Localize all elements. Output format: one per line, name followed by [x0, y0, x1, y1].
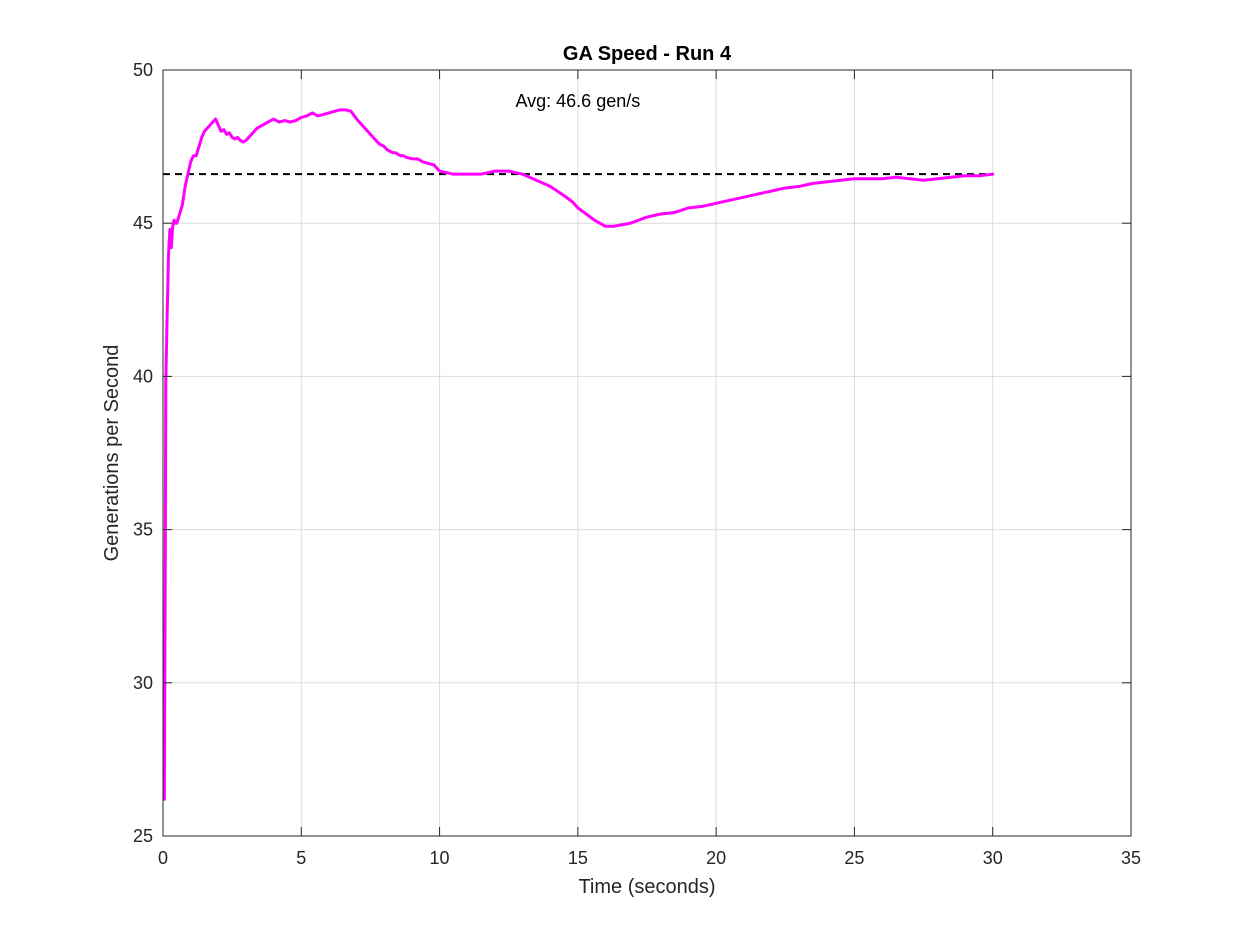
y-tick-label: 50 [133, 60, 153, 80]
x-tick-label: 35 [1121, 848, 1141, 868]
y-tick-label: 25 [133, 826, 153, 846]
y-tick-label: 45 [133, 213, 153, 233]
x-tick-label: 10 [430, 848, 450, 868]
y-tick-label: 35 [133, 520, 153, 540]
y-axis-label: Generations per Second [101, 345, 123, 562]
x-tick-label: 0 [158, 848, 168, 868]
x-tick-label: 30 [983, 848, 1003, 868]
grid [163, 70, 1131, 836]
series-group [162, 108, 995, 801]
x-tick-label: 5 [296, 848, 306, 868]
x-tick-label: 15 [568, 848, 588, 868]
chart-title: GA Speed - Run 4 [563, 43, 732, 65]
series-line [162, 108, 995, 801]
x-tick-label: 20 [706, 848, 726, 868]
tick-labels: 0 5 10 15 20 25 30 35 25 30 35 40 45 50 [133, 60, 1141, 868]
x-tick-label: 25 [844, 848, 864, 868]
plot-frame [162, 69, 1132, 837]
average-annotation: Avg: 46.6 gen/s [515, 91, 640, 111]
plot-background [163, 70, 1131, 836]
x-axis-label: Time (seconds) [578, 876, 715, 898]
y-tick-label: 40 [133, 366, 153, 386]
y-tick-label: 30 [133, 673, 153, 693]
ticks [162, 69, 1132, 837]
